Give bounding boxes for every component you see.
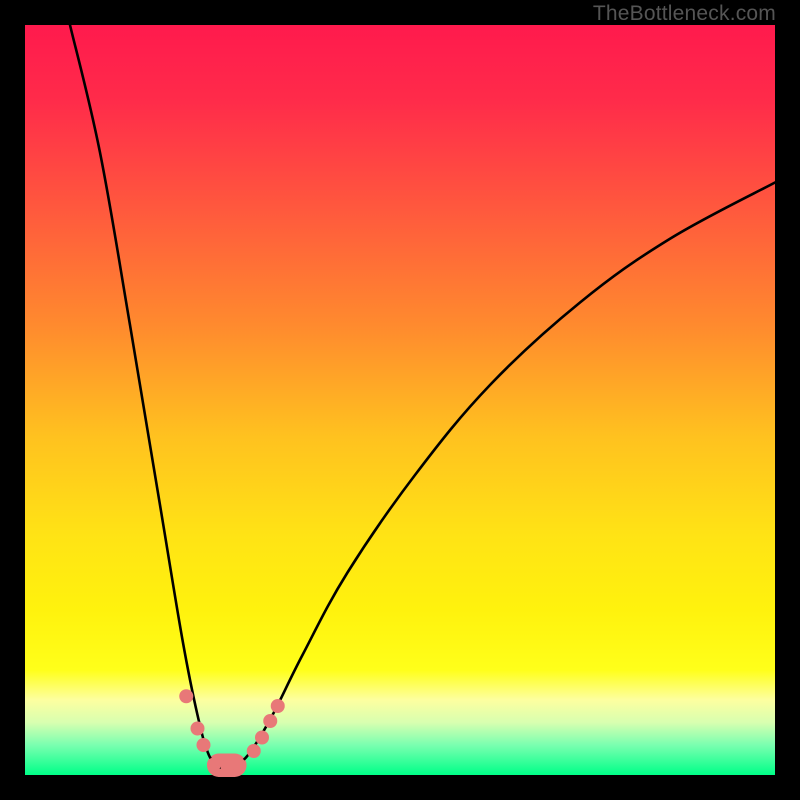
figure-root: TheBottleneck.com [0, 0, 800, 800]
watermark-text: TheBottleneck.com [593, 2, 776, 26]
background-gradient [0, 0, 800, 800]
